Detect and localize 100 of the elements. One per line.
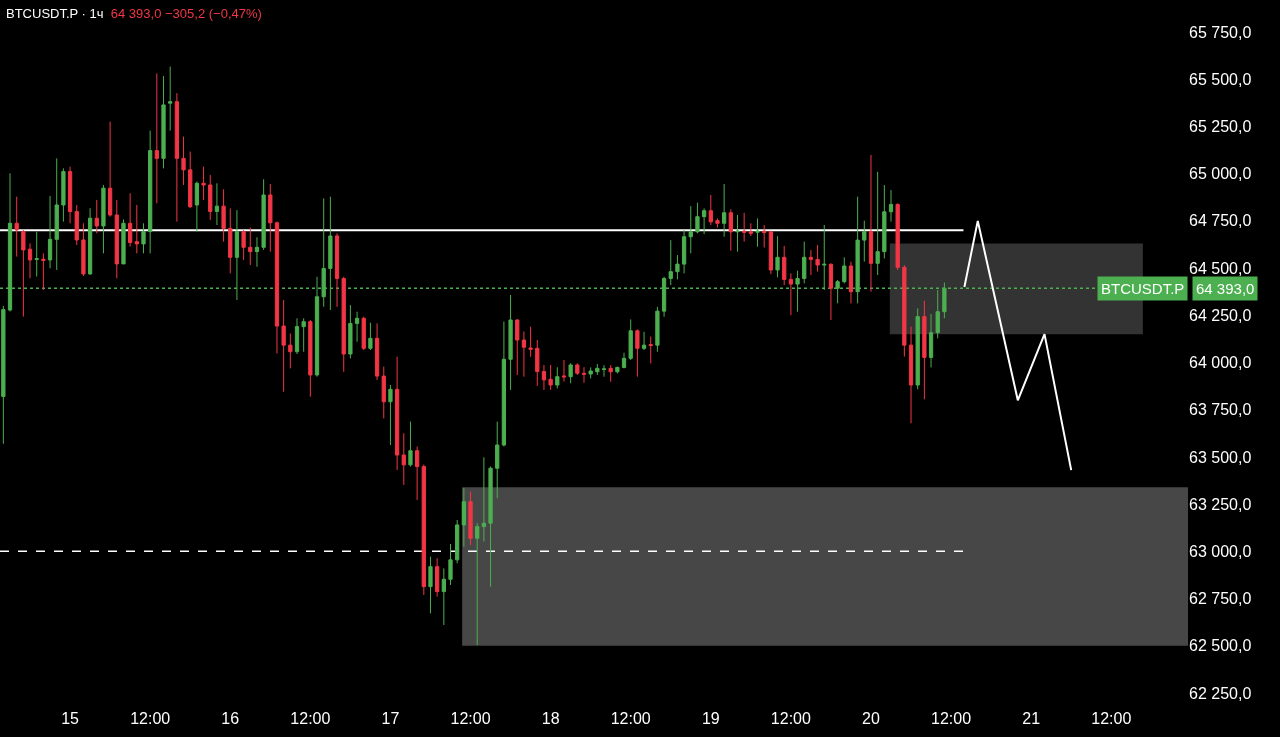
y-tick-label: 63 250,0 [1189, 495, 1252, 513]
candlestick [635, 328, 640, 378]
candlestick [915, 307, 920, 390]
candlestick [475, 522, 480, 646]
candlestick [374, 322, 380, 381]
candlestick [688, 205, 693, 254]
x-tick-label: 19 [701, 710, 720, 727]
candlestick [508, 294, 513, 391]
candlestick [601, 364, 607, 378]
candlestick [441, 567, 446, 626]
candlestick [802, 241, 807, 284]
candlestick [181, 136, 186, 186]
chart-subtitle: 64 393,0 −305,2 (−0,47%) [110, 6, 262, 21]
candlestick [354, 311, 360, 343]
candlestick [595, 363, 600, 376]
candlestick [21, 229, 26, 318]
candlestick [87, 207, 93, 276]
candlestick [361, 316, 366, 351]
candlestick [575, 362, 580, 376]
candlestick [34, 231, 39, 278]
candlestick [788, 272, 794, 316]
candlestick [842, 256, 847, 284]
candlestick [455, 519, 460, 564]
candlestick [768, 230, 773, 275]
candlestick [208, 174, 213, 221]
candlestick [882, 184, 887, 259]
y-tick-label: 65 500,0 [1189, 70, 1252, 88]
candlestick [755, 217, 760, 248]
candlestick [308, 319, 313, 398]
candlestick [168, 66, 173, 132]
candlestick [521, 331, 527, 378]
candlestick [394, 356, 400, 471]
candlestick [107, 121, 113, 218]
y-tick-label: 62 750,0 [1189, 590, 1252, 608]
candlestick [501, 321, 507, 448]
candlestick [94, 199, 99, 234]
y-tick-label: 62 250,0 [1189, 684, 1252, 702]
candlestick [301, 317, 306, 353]
candlestick [742, 212, 747, 243]
y-tick-label: 62 500,0 [1189, 637, 1252, 655]
candlestick [294, 317, 300, 355]
candlestick [421, 463, 426, 596]
candlestick [401, 432, 406, 486]
y-tick-label: 64 250,0 [1189, 306, 1252, 324]
x-tick-label: 18 [541, 710, 560, 727]
candlestick [648, 336, 653, 364]
candlestick [188, 151, 193, 209]
x-tick-label: 12:00 [130, 710, 171, 727]
y-tick-label: 64 500,0 [1189, 259, 1252, 277]
y-tick-label: 64 750,0 [1189, 212, 1252, 230]
candlestick [481, 456, 487, 543]
y-tick-label: 65 000,0 [1189, 165, 1252, 183]
x-tick-label: 17 [381, 710, 400, 727]
candlestick [515, 318, 520, 376]
candlestick [268, 183, 273, 253]
x-tick-label: 20 [862, 710, 880, 727]
candlestick [381, 366, 386, 419]
candlestick [14, 196, 19, 258]
x-tick-label: 15 [61, 710, 80, 727]
candlestick [908, 326, 914, 424]
candlestick [488, 466, 493, 588]
chart-title: BTCUSDT.P · 1ч [6, 6, 104, 21]
candlestick [555, 366, 560, 389]
candlestick [341, 276, 346, 373]
candlestick [808, 249, 814, 276]
y-tick-label: 64 000,0 [1189, 354, 1252, 372]
x-tick-label: 12:00 [450, 710, 491, 727]
candlestick [701, 207, 707, 235]
candlestick [875, 171, 880, 276]
candlestick [588, 366, 593, 379]
candlestick [174, 92, 179, 223]
candlestick [128, 192, 133, 248]
candlestick [922, 300, 927, 400]
candlestick [67, 166, 73, 224]
candlestick [655, 306, 660, 353]
candlestick [828, 262, 834, 321]
candlestick [581, 366, 587, 384]
candlestick [681, 229, 687, 274]
candlestick [435, 557, 440, 598]
candlestick [161, 75, 166, 169]
x-tick-label: 12:00 [290, 710, 331, 727]
candlestick [248, 226, 253, 266]
candlestick [728, 208, 733, 252]
candlestick [448, 543, 453, 586]
candlestick [221, 188, 226, 243]
candlestick [735, 214, 740, 253]
candlestick [561, 359, 567, 383]
candlestick [695, 202, 700, 234]
candlestick [775, 235, 780, 278]
candlestick [288, 332, 293, 369]
candlestick [274, 221, 280, 354]
candlestick [41, 252, 46, 291]
y-tick-label: 65 250,0 [1189, 118, 1252, 136]
candlestick [928, 313, 934, 368]
candlestick [134, 204, 139, 254]
candlestick [348, 304, 353, 359]
candlestick [428, 556, 433, 614]
candlestick [675, 254, 680, 280]
candlestick [621, 352, 627, 369]
candlestick [154, 72, 159, 204]
